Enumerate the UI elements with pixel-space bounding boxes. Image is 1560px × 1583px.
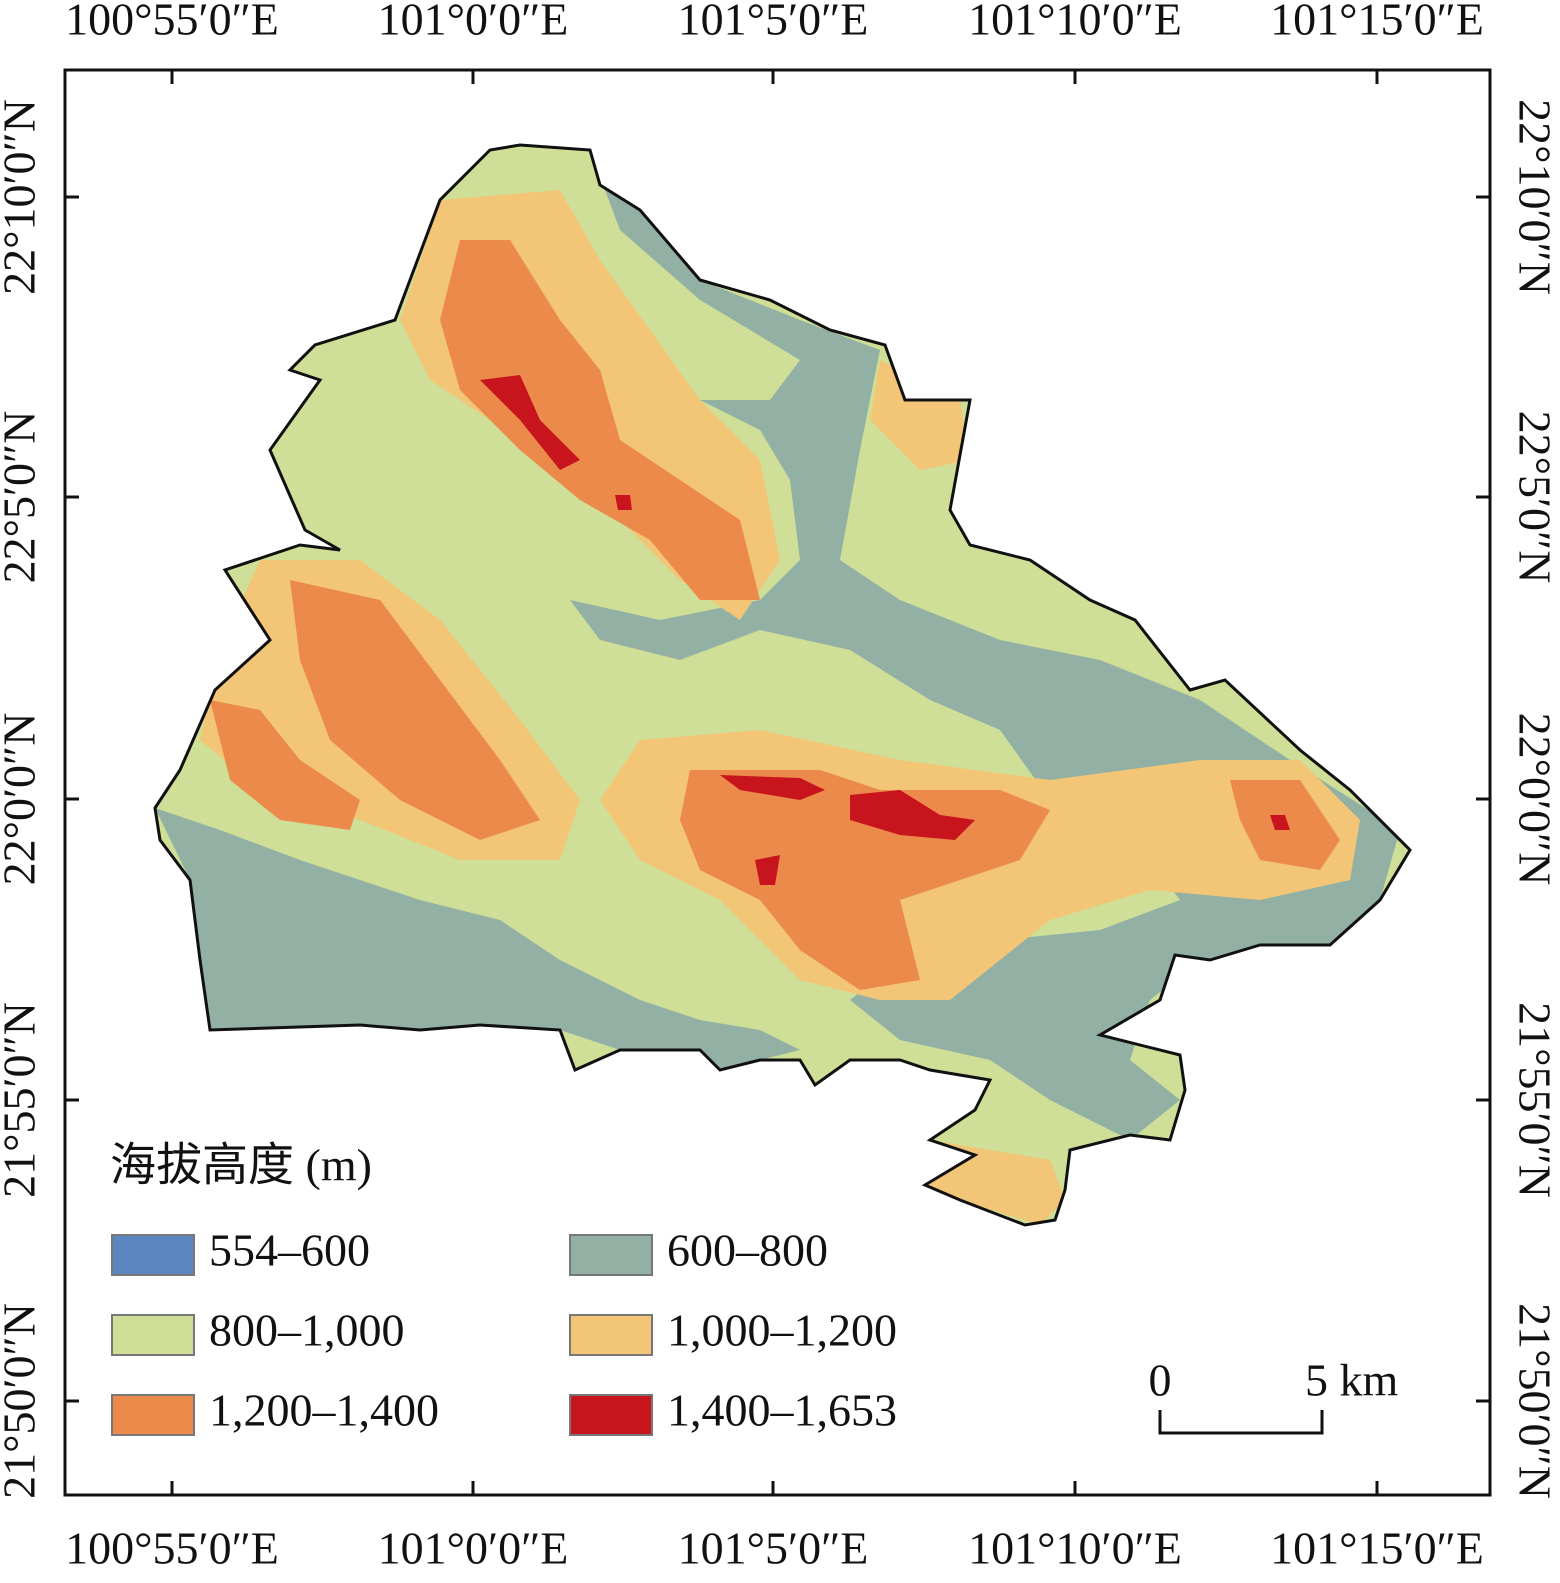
legend-swatch bbox=[569, 1314, 653, 1356]
legend-label: 600–800 bbox=[667, 1225, 828, 1276]
scale-start: 0 bbox=[1149, 1355, 1172, 1406]
legend: 554–600 600–800 800–1,000 1,000–1,200 1,200–… bbox=[111, 1225, 897, 1436]
legend-label: 800–1,000 bbox=[209, 1305, 405, 1356]
lat-label: 22°0′0″N bbox=[0, 713, 45, 886]
terrain bbox=[290, 580, 540, 840]
lon-label: 101°15′0″E bbox=[1270, 1523, 1484, 1574]
lat-label: 22°5′0″N bbox=[0, 411, 45, 584]
lat-label: 22°10′0″N bbox=[1509, 99, 1560, 295]
lon-label: 101°0′0″E bbox=[378, 0, 569, 45]
terrain bbox=[755, 855, 780, 885]
scale-end: 5 km bbox=[1305, 1355, 1399, 1406]
lat-label: 21°50′0″N bbox=[1509, 1303, 1560, 1499]
lon-label: 100°55′0″E bbox=[65, 0, 279, 45]
terrain bbox=[210, 700, 360, 830]
terrain bbox=[155, 808, 800, 1070]
legend-label: 554–600 bbox=[209, 1225, 370, 1276]
lat-label: 22°10′0″N bbox=[0, 99, 45, 295]
legend-swatch bbox=[569, 1234, 653, 1276]
legend-swatch bbox=[111, 1234, 195, 1276]
lon-label: 101°15′0″E bbox=[1270, 0, 1484, 45]
terrain bbox=[870, 360, 970, 470]
scale-bar: 0 5 km bbox=[1149, 1355, 1399, 1435]
lon-label: 101°5′0″E bbox=[678, 1523, 869, 1574]
legend-title: 海拔高度 (m) bbox=[110, 1140, 372, 1191]
terrain bbox=[850, 790, 975, 840]
terrain bbox=[720, 775, 825, 800]
lat-label: 21°55′0″N bbox=[1509, 1002, 1560, 1198]
lon-label: 101°0′0″E bbox=[378, 1523, 569, 1574]
lat-label: 22°5′0″N bbox=[1509, 411, 1560, 584]
terrain bbox=[1270, 815, 1290, 830]
lat-label: 21°50′0″N bbox=[0, 1303, 45, 1499]
legend-label: 1,200–1,400 bbox=[209, 1385, 439, 1436]
lon-label: 100°55′0″E bbox=[65, 1523, 279, 1574]
terrain bbox=[615, 495, 632, 510]
terrain bbox=[440, 240, 760, 600]
scale-line bbox=[1158, 1410, 1324, 1435]
legend-swatch bbox=[111, 1314, 195, 1356]
lon-label: 101°10′0″E bbox=[968, 1523, 1182, 1574]
legend-swatch bbox=[111, 1394, 195, 1436]
lon-label: 101°5′0″E bbox=[678, 0, 869, 45]
terrain bbox=[480, 375, 580, 470]
legend-label: 1,400–1,653 bbox=[667, 1385, 897, 1436]
legend-swatch bbox=[569, 1394, 653, 1436]
lat-label: 22°0′0″N bbox=[1509, 713, 1560, 886]
legend-label: 1,000–1,200 bbox=[667, 1305, 897, 1356]
lon-label: 101°10′0″E bbox=[968, 0, 1182, 45]
lat-label: 21°55′0″N bbox=[0, 1002, 45, 1198]
